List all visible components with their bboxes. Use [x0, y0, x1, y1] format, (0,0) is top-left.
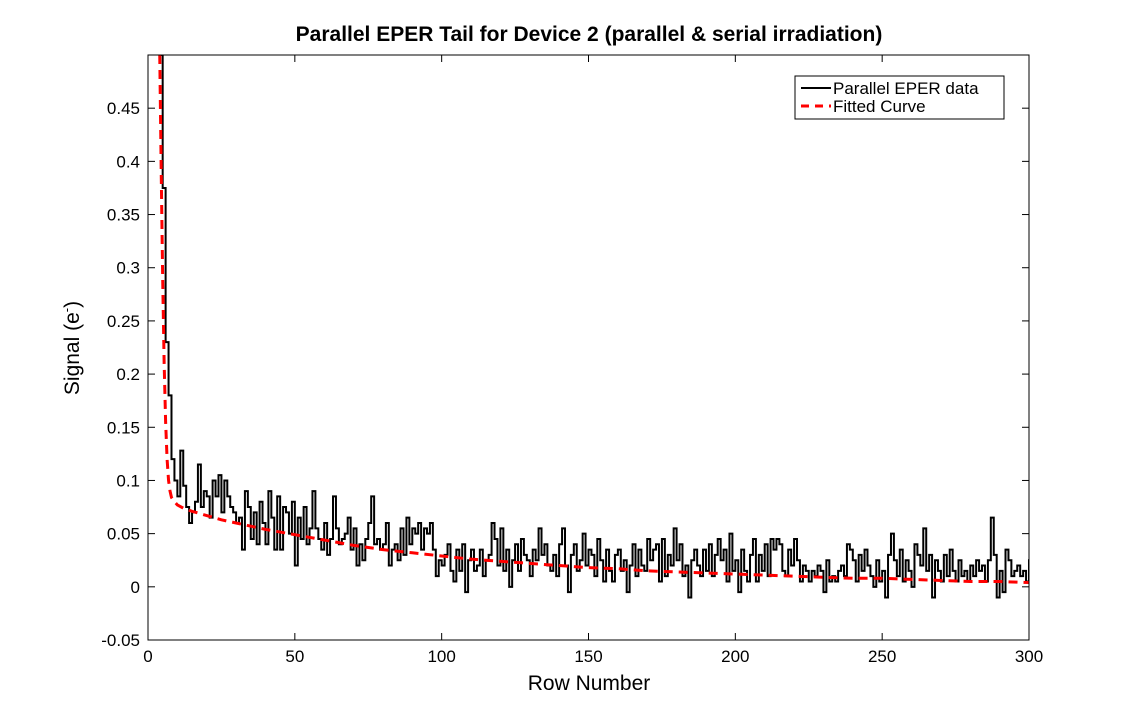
legend-label-fit: Fitted Curve — [833, 97, 926, 116]
legend-box — [794, 75, 1005, 120]
x-tick-label: 100 — [427, 647, 455, 666]
y-axis-label-main: Signal (e — [61, 312, 84, 395]
y-tick-label: 0.2 — [116, 365, 140, 384]
y-tick-label: 0.15 — [107, 418, 140, 437]
y-tick-label: 0.3 — [116, 259, 140, 278]
x-axis-label: Row Number — [528, 672, 651, 695]
series-layer — [158, 55, 1029, 599]
x-tick-label: 200 — [721, 647, 749, 666]
legend-label-data: Parallel EPER data — [833, 79, 979, 98]
x-tick-label: 0 — [143, 647, 152, 666]
chart-title: Parallel EPER Tail for Device 2 (paralle… — [296, 23, 883, 46]
y-tick-label: 0.25 — [107, 312, 140, 331]
x-tick-label: 300 — [1015, 647, 1043, 666]
y-axis-label: Signal (e-) — [59, 301, 84, 395]
x-tick-label: 150 — [574, 647, 602, 666]
x-tick-label: 250 — [868, 647, 896, 666]
x-tick-label: 50 — [285, 647, 304, 666]
plot-frame-border — [147, 54, 1030, 641]
y-tick-label: 0.1 — [116, 471, 140, 490]
series-fitted-curve — [158, 55, 1029, 585]
y-tick-label: 0.35 — [107, 206, 140, 225]
axis-ticks: 0 50 100 150 200 250 300-0.0500.050.10.150.20.… — [101, 55, 1043, 666]
y-axis-label-close: ) — [61, 301, 84, 308]
y-tick-label: 0 — [131, 578, 140, 597]
y-tick-label: 0.4 — [116, 152, 140, 171]
y-axis-label-superscript: - — [59, 308, 74, 312]
y-tick-label: 0.45 — [107, 99, 140, 118]
y-tick-label: -0.05 — [101, 631, 140, 650]
legend: Parallel EPER data Fitted Curve — [794, 75, 1005, 120]
y-tick-label: 0.05 — [107, 525, 140, 544]
